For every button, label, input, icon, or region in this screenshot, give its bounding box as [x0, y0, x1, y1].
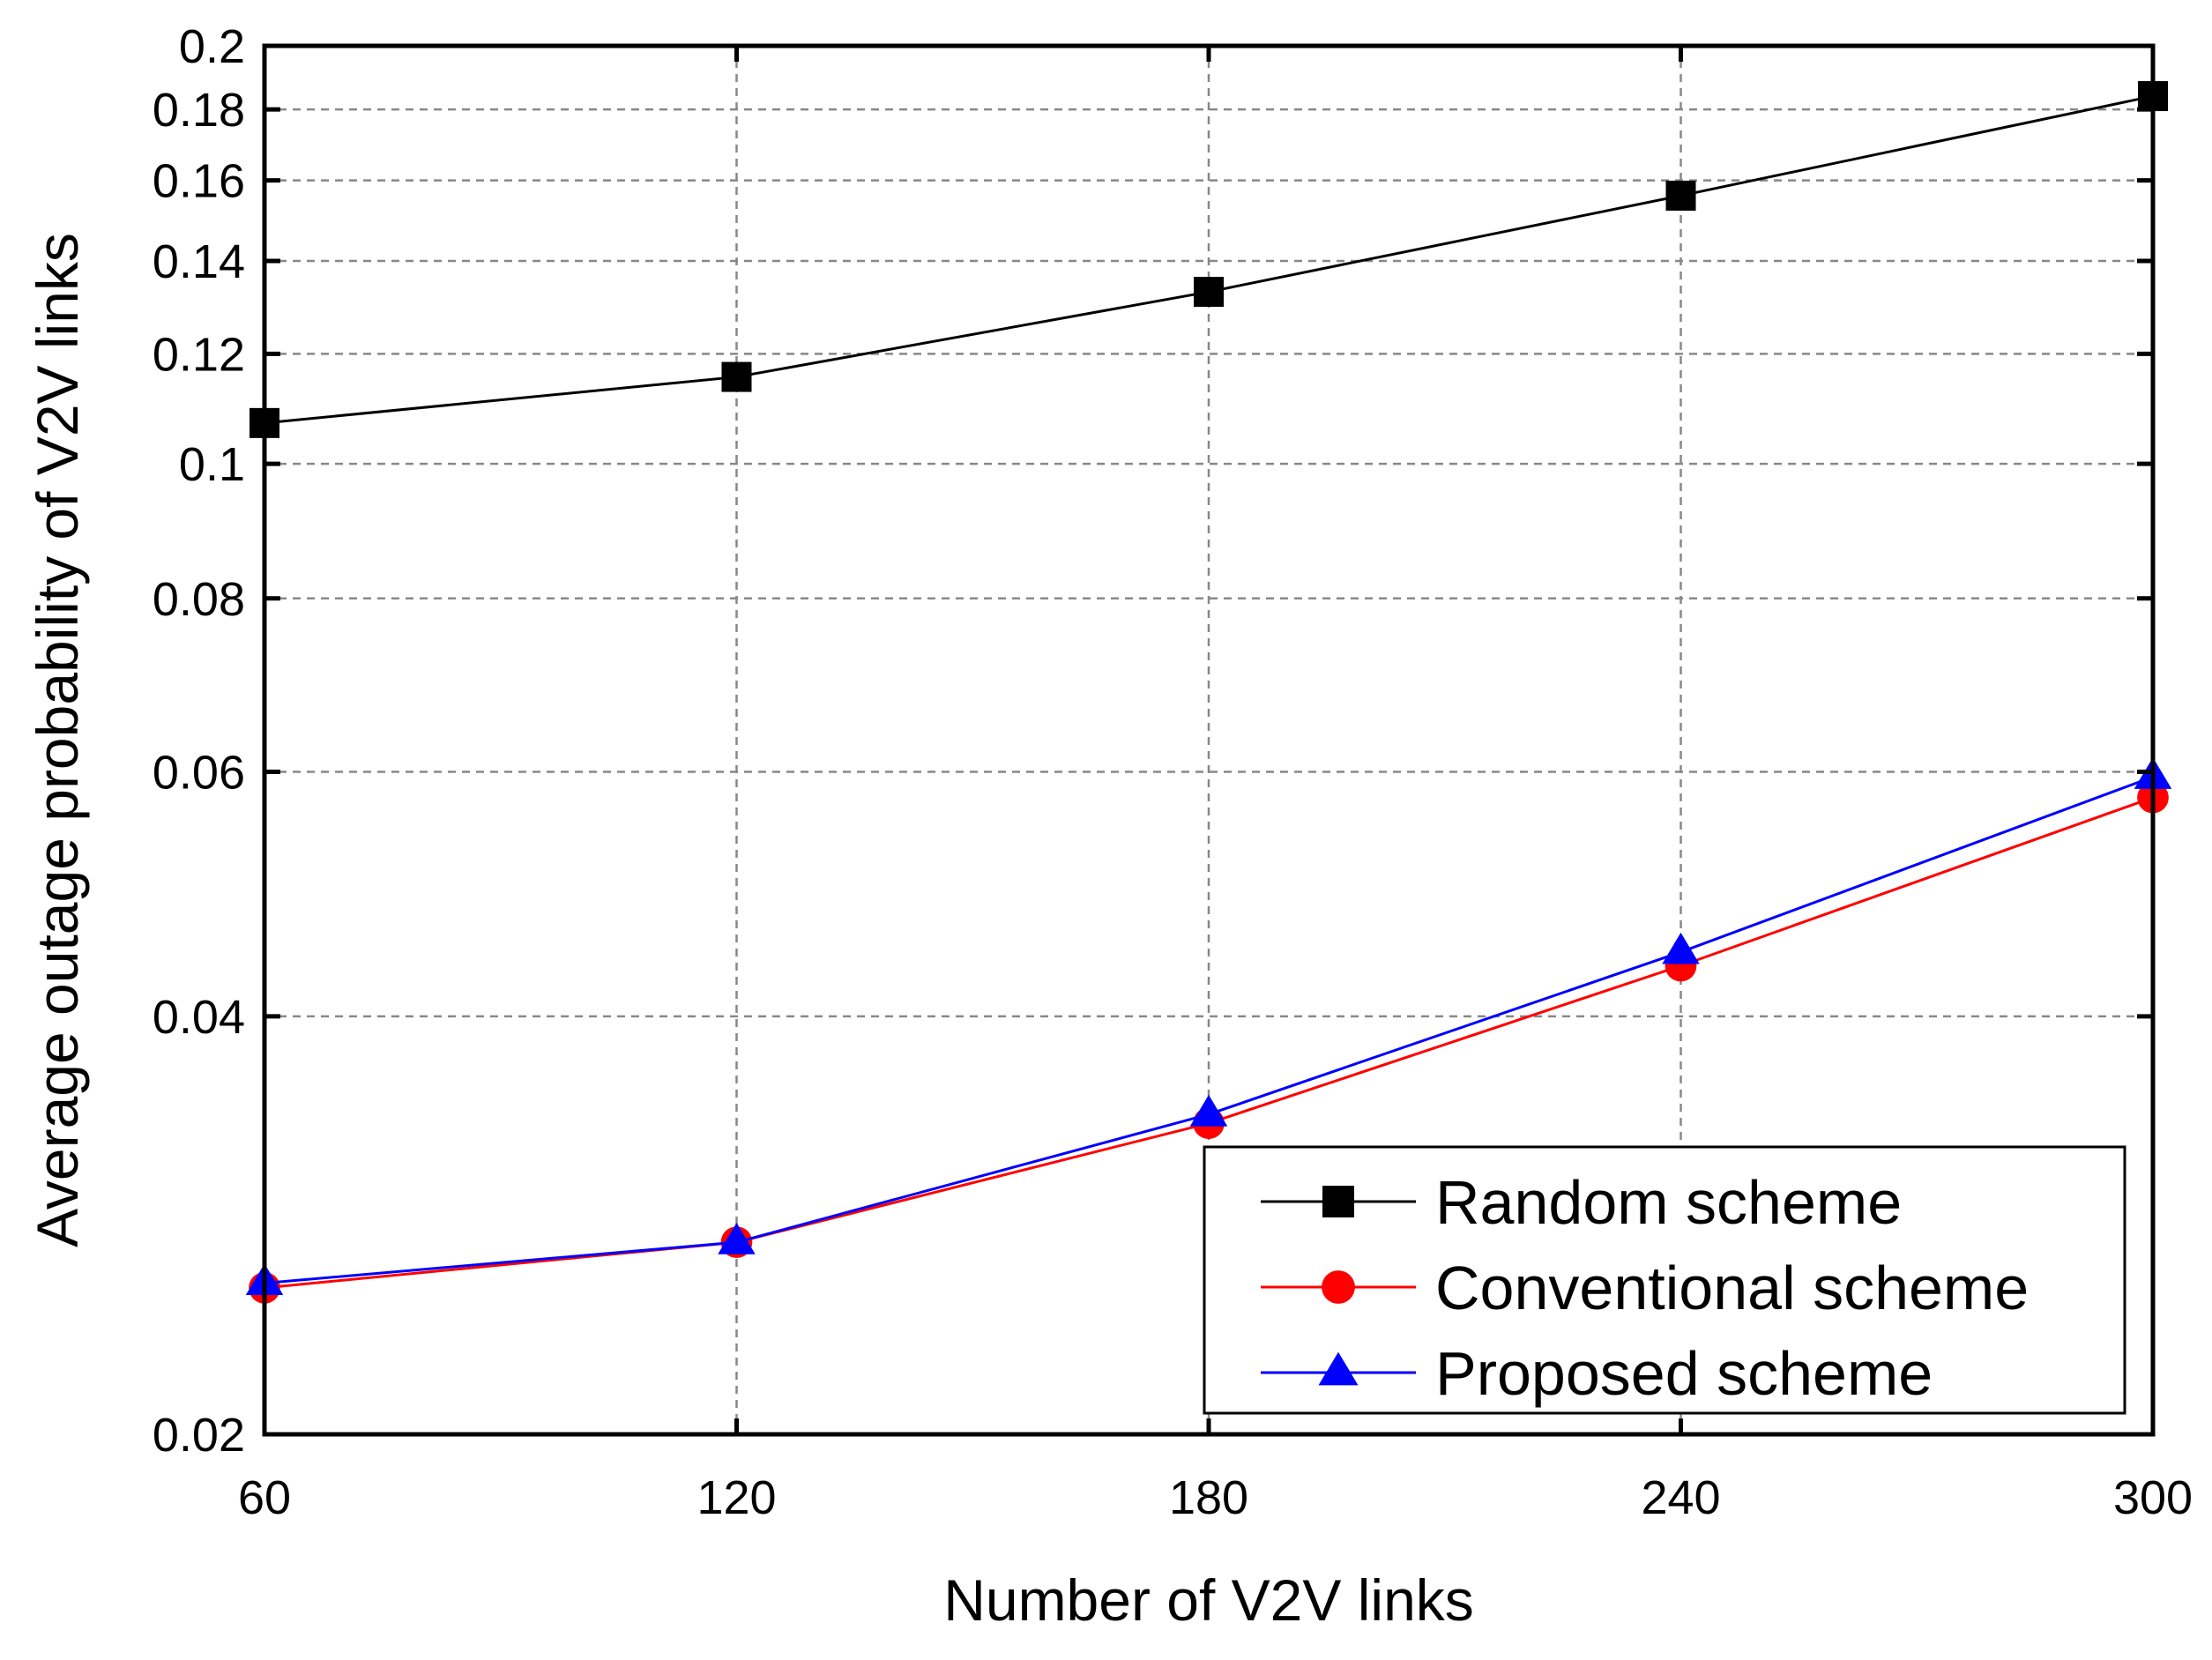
x-tick-label: 240	[1641, 1471, 1720, 1524]
data-point	[1665, 180, 1696, 211]
y-tick-label: 0.16	[153, 155, 245, 208]
x-tick-label: 300	[2113, 1471, 2193, 1524]
legend-label: Proposed scheme	[1435, 1339, 1933, 1408]
y-tick-label: 0.18	[153, 84, 245, 137]
y-tick-label: 0.2	[179, 20, 245, 73]
y-tick-label: 0.12	[153, 328, 245, 381]
legend-marker	[1322, 1186, 1354, 1217]
legend-item: Conventional scheme	[1261, 1254, 2029, 1322]
y-tick-label: 0.08	[153, 573, 245, 626]
data-point	[721, 361, 752, 392]
legend-marker	[1322, 1270, 1355, 1304]
x-tick-label: 120	[696, 1471, 776, 1524]
y-tick-label: 0.1	[179, 438, 245, 491]
legend-label: Conventional scheme	[1435, 1254, 2029, 1322]
x-tick-label: 60	[238, 1471, 291, 1524]
legend-box	[1203, 1145, 2126, 1415]
axis-ticks: 60 120 180 240 300 0.02 0.04 0.06 0.08 0.1 0.12 0.1…	[153, 20, 2193, 1524]
y-axis-title: Average outage probability of V2V links	[25, 233, 90, 1247]
legend-marker	[1318, 1351, 1359, 1386]
data-point	[1662, 932, 1700, 964]
y-tick-label: 0.14	[153, 235, 245, 288]
data-point	[1189, 1094, 1228, 1127]
y-tick-label: 0.02	[153, 1409, 245, 1462]
y-tick-label: 0.06	[153, 747, 245, 800]
data-point	[718, 1223, 756, 1254]
legend-item: Random scheme	[1261, 1168, 1902, 1237]
legend: Random scheme Conventional scheme Proposed…	[1203, 1145, 2126, 1415]
x-axis-title: Number of V2V links	[943, 1567, 1474, 1633]
legend-label: Random scheme	[1435, 1168, 1902, 1237]
legend-item: Proposed scheme	[1261, 1339, 1933, 1408]
data-point	[1194, 277, 1224, 308]
y-tick-label: 0.04	[153, 991, 245, 1044]
x-tick-label: 180	[1169, 1471, 1248, 1524]
